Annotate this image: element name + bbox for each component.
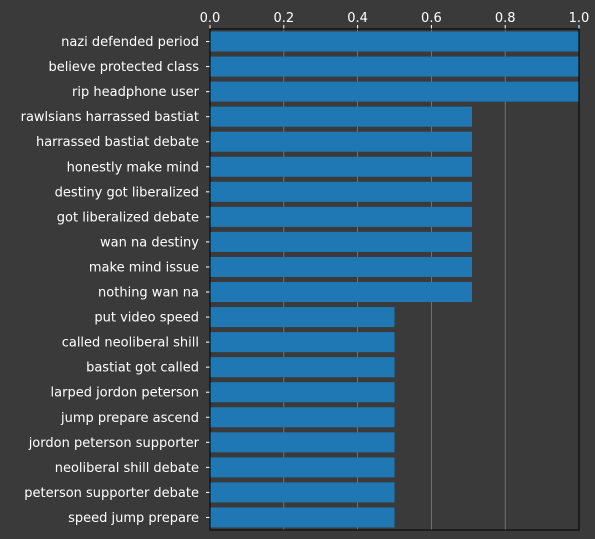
bars xyxy=(210,31,579,528)
bar xyxy=(210,181,472,202)
bar xyxy=(210,382,395,403)
x-tick-label: 0.0 xyxy=(200,11,221,26)
bar xyxy=(210,56,579,77)
bar xyxy=(210,31,579,52)
bar xyxy=(210,332,395,353)
y-tick-label: called neoliberal shill xyxy=(62,336,199,351)
y-tick-label: larped jordon peterson xyxy=(51,386,199,401)
y-tick-label: nothing wan na xyxy=(98,286,199,301)
x-tick-label: 0.2 xyxy=(273,11,294,26)
bar xyxy=(210,282,472,303)
x-tick-label: 0.6 xyxy=(421,11,442,26)
y-tick-label: neoliberal shill debate xyxy=(55,461,199,476)
x-tick-label: 0.4 xyxy=(347,11,368,26)
bar xyxy=(210,307,395,328)
x-tick-labels: 0.0 0.2 0.4 0.6 0.8 1.0 xyxy=(200,11,590,26)
x-tick-label: 0.8 xyxy=(495,11,516,26)
y-tick-label: wan na destiny xyxy=(100,235,199,250)
bar xyxy=(210,432,395,453)
y-tick-label: speed jump prepare xyxy=(68,511,199,526)
grid-lines xyxy=(209,29,580,530)
bar xyxy=(210,357,395,378)
bar xyxy=(210,457,395,478)
y-tick-label: put video speed xyxy=(94,311,199,326)
bar xyxy=(210,156,472,177)
axes-frame xyxy=(209,28,580,531)
bar xyxy=(210,507,395,528)
y-tick-label: honestly make mind xyxy=(67,160,199,175)
y-tick-label: harrassed bastiat debate xyxy=(36,135,199,150)
y-tick-label: believe protected class xyxy=(48,60,199,75)
y-tick-label: rip headphone user xyxy=(72,85,200,100)
x-tick-label: 1.0 xyxy=(569,11,590,26)
plot-area xyxy=(210,29,579,530)
y-tick-label: make mind issue xyxy=(89,260,199,275)
y-tick-label: jordon peterson supporter xyxy=(28,436,200,451)
bar xyxy=(210,206,472,227)
bar xyxy=(210,482,395,503)
y-tick-label: got liberalized debate xyxy=(57,210,199,225)
bar xyxy=(210,81,579,102)
y-tick-label: bastiat got called xyxy=(86,361,199,376)
y-tick-label: destiny got liberalized xyxy=(55,185,199,200)
bar xyxy=(210,231,472,252)
bar xyxy=(210,131,472,152)
bar xyxy=(210,256,472,277)
bar xyxy=(210,106,472,127)
axes xyxy=(206,25,580,531)
y-tick-label: nazi defended period xyxy=(61,35,199,50)
y-tick-labels: nazi defended period believe protected cl… xyxy=(21,35,200,526)
y-tick-label: peterson supporter debate xyxy=(24,486,199,501)
bar xyxy=(210,407,395,428)
y-tick-label: jump prepare ascend xyxy=(60,411,199,426)
y-tick-label: rawlsians harrassed bastiat xyxy=(21,110,199,125)
